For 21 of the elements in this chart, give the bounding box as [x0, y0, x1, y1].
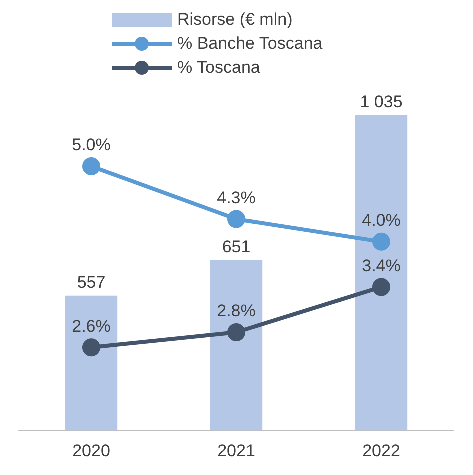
data-label: 5.0% [72, 136, 111, 155]
data-label: 557 [77, 273, 106, 292]
data-label: 4.3% [217, 188, 256, 208]
point [82, 157, 100, 176]
point [228, 210, 246, 228]
point [372, 278, 390, 296]
legend-label: % Toscana [178, 58, 260, 78]
x-tick-label: 2020 [72, 441, 110, 460]
x-tick-label: 2022 [362, 441, 400, 460]
data-label: 4.0% [362, 211, 401, 230]
legend-label: Risorse (€ mln) [178, 10, 293, 30]
data-label: 651 [222, 238, 251, 257]
legend-label: % Banche Toscana [178, 34, 323, 54]
point [82, 338, 100, 357]
data-label: 2.6% [72, 316, 111, 336]
point [372, 232, 390, 251]
data-label: 1 035 [360, 92, 403, 112]
data-label: 3.4% [362, 256, 401, 276]
data-label: 2.8% [217, 302, 256, 321]
point [228, 323, 246, 342]
x-tick-label: 2021 [218, 441, 256, 460]
